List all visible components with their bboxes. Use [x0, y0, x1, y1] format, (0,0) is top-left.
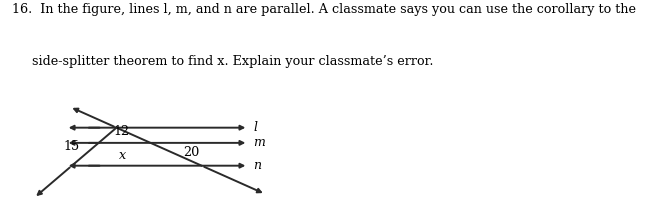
Text: 20: 20 [184, 146, 200, 159]
Text: 12: 12 [114, 125, 129, 138]
Text: l: l [253, 121, 257, 134]
Text: 16.  In the figure, lines l, m, and n are parallel. A classmate says you can use: 16. In the figure, lines l, m, and n are… [12, 3, 636, 16]
Text: m: m [253, 136, 265, 149]
Text: side-splitter theorem to find x. Explain your classmate’s error.: side-splitter theorem to find x. Explain… [12, 55, 433, 69]
Text: x: x [119, 149, 126, 162]
Text: 15: 15 [63, 140, 80, 153]
Text: n: n [253, 159, 261, 172]
